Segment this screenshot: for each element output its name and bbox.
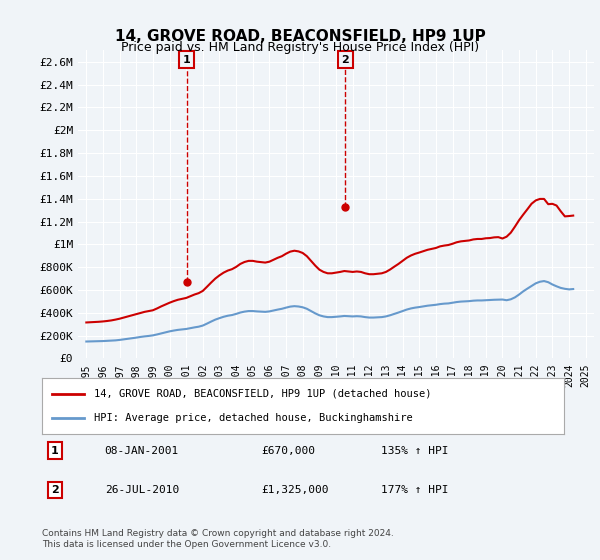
Text: 1: 1: [51, 446, 59, 456]
Text: Contains HM Land Registry data © Crown copyright and database right 2024.
This d: Contains HM Land Registry data © Crown c…: [42, 529, 394, 549]
Text: 14, GROVE ROAD, BEACONSFIELD, HP9 1UP (detached house): 14, GROVE ROAD, BEACONSFIELD, HP9 1UP (d…: [94, 389, 432, 399]
Text: 1: 1: [183, 55, 191, 64]
Text: 2: 2: [341, 55, 349, 64]
Text: 135% ↑ HPI: 135% ↑ HPI: [382, 446, 449, 456]
Text: 177% ↑ HPI: 177% ↑ HPI: [382, 485, 449, 495]
Text: £1,325,000: £1,325,000: [261, 485, 329, 495]
Text: 14, GROVE ROAD, BEACONSFIELD, HP9 1UP: 14, GROVE ROAD, BEACONSFIELD, HP9 1UP: [115, 29, 485, 44]
Text: 2: 2: [51, 485, 59, 495]
Text: HPI: Average price, detached house, Buckinghamshire: HPI: Average price, detached house, Buck…: [94, 413, 413, 423]
Text: £670,000: £670,000: [261, 446, 315, 456]
Text: 08-JAN-2001: 08-JAN-2001: [104, 446, 179, 456]
Text: 26-JUL-2010: 26-JUL-2010: [104, 485, 179, 495]
Text: Price paid vs. HM Land Registry's House Price Index (HPI): Price paid vs. HM Land Registry's House …: [121, 41, 479, 54]
